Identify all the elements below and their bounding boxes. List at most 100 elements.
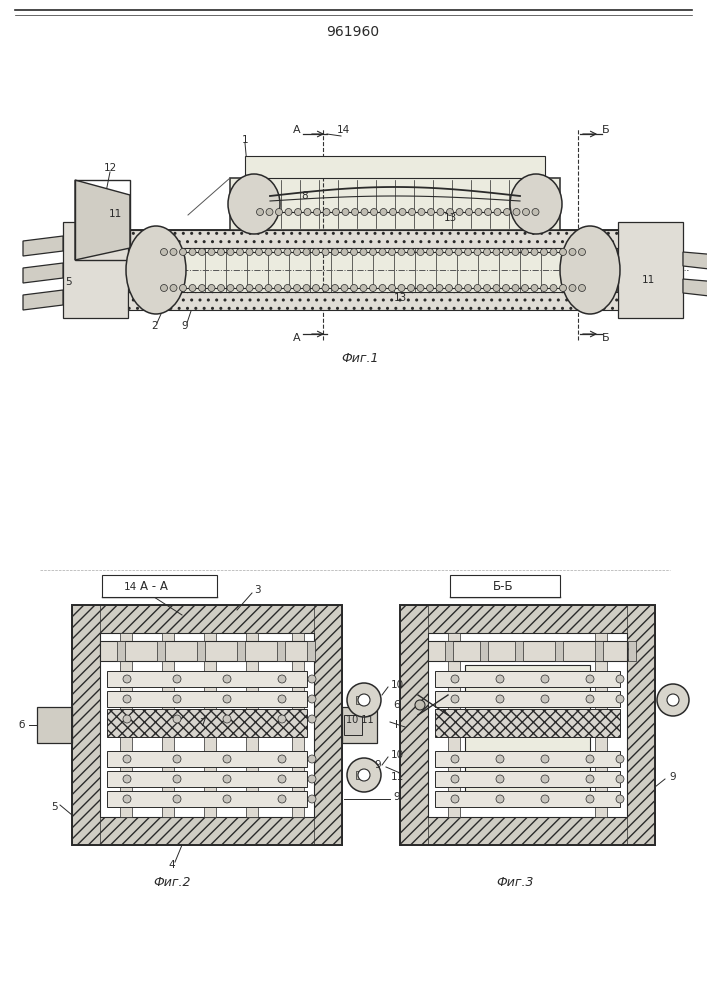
Circle shape <box>456 209 463 216</box>
Text: Б: Б <box>602 333 610 343</box>
Text: 6: 6 <box>394 700 400 710</box>
Circle shape <box>370 248 377 255</box>
Circle shape <box>451 795 459 803</box>
Circle shape <box>173 775 181 783</box>
Circle shape <box>180 284 187 292</box>
Circle shape <box>312 248 320 255</box>
Bar <box>102 575 217 597</box>
Circle shape <box>474 248 481 255</box>
Circle shape <box>451 775 459 783</box>
Circle shape <box>513 209 520 216</box>
Bar <box>246 633 258 817</box>
Circle shape <box>417 248 424 255</box>
Bar <box>618 222 683 318</box>
Circle shape <box>223 755 231 763</box>
Circle shape <box>227 248 234 255</box>
Circle shape <box>494 209 501 216</box>
Circle shape <box>218 248 225 255</box>
Circle shape <box>493 248 500 255</box>
Text: 1: 1 <box>242 135 248 145</box>
Circle shape <box>266 209 273 216</box>
Bar <box>445 641 453 661</box>
Bar <box>435 691 620 707</box>
Circle shape <box>455 284 462 292</box>
Circle shape <box>550 248 557 255</box>
Text: Фиг.1: Фиг.1 <box>341 352 379 364</box>
Bar <box>107 671 307 687</box>
Bar <box>480 641 488 661</box>
Bar <box>595 641 603 661</box>
Circle shape <box>123 755 131 763</box>
Circle shape <box>341 248 348 255</box>
Ellipse shape <box>126 226 186 314</box>
Circle shape <box>308 715 316 723</box>
Circle shape <box>616 775 624 783</box>
Circle shape <box>541 755 549 763</box>
Circle shape <box>586 755 594 763</box>
Bar <box>72 605 100 845</box>
Bar <box>428 633 627 817</box>
Circle shape <box>341 284 348 292</box>
Circle shape <box>428 209 435 216</box>
Circle shape <box>464 284 472 292</box>
Circle shape <box>278 755 286 763</box>
Circle shape <box>160 284 168 292</box>
Circle shape <box>358 769 370 781</box>
Circle shape <box>173 715 181 723</box>
Text: Б: Б <box>602 125 610 135</box>
Circle shape <box>559 284 566 292</box>
Text: I: I <box>395 720 399 730</box>
Circle shape <box>278 775 286 783</box>
Circle shape <box>351 209 358 216</box>
Circle shape <box>223 675 231 683</box>
Bar <box>277 641 285 661</box>
Text: 9: 9 <box>182 321 188 331</box>
Circle shape <box>308 755 316 763</box>
Circle shape <box>123 715 131 723</box>
Circle shape <box>223 795 231 803</box>
Text: 13: 13 <box>393 293 407 303</box>
Circle shape <box>667 694 679 706</box>
Circle shape <box>237 284 243 292</box>
Bar <box>400 605 428 845</box>
Circle shape <box>332 284 339 292</box>
Circle shape <box>578 284 585 292</box>
Circle shape <box>257 209 264 216</box>
Circle shape <box>426 248 433 255</box>
Circle shape <box>218 284 225 292</box>
Circle shape <box>303 248 310 255</box>
Circle shape <box>540 284 547 292</box>
Circle shape <box>173 695 181 703</box>
Bar <box>356 771 364 779</box>
Bar <box>307 641 315 661</box>
Circle shape <box>278 715 286 723</box>
Circle shape <box>522 284 529 292</box>
Text: 9: 9 <box>375 760 381 770</box>
Circle shape <box>342 209 349 216</box>
Text: 8: 8 <box>302 191 308 201</box>
Circle shape <box>379 248 386 255</box>
Circle shape <box>123 795 131 803</box>
Circle shape <box>437 209 444 216</box>
Circle shape <box>436 248 443 255</box>
Bar <box>117 641 125 661</box>
Circle shape <box>276 209 283 216</box>
Bar <box>230 178 560 230</box>
Circle shape <box>390 209 397 216</box>
Circle shape <box>284 284 291 292</box>
Circle shape <box>308 675 316 683</box>
Bar <box>204 633 216 817</box>
Text: 7: 7 <box>199 718 205 728</box>
Circle shape <box>418 209 425 216</box>
Bar <box>245 156 545 178</box>
Circle shape <box>208 248 215 255</box>
Circle shape <box>532 209 539 216</box>
Text: б: б <box>19 720 25 730</box>
Circle shape <box>503 284 510 292</box>
Bar <box>435 709 620 737</box>
Ellipse shape <box>560 226 620 314</box>
Circle shape <box>569 248 576 255</box>
Circle shape <box>255 248 262 255</box>
Circle shape <box>451 755 459 763</box>
Bar <box>435 771 620 787</box>
